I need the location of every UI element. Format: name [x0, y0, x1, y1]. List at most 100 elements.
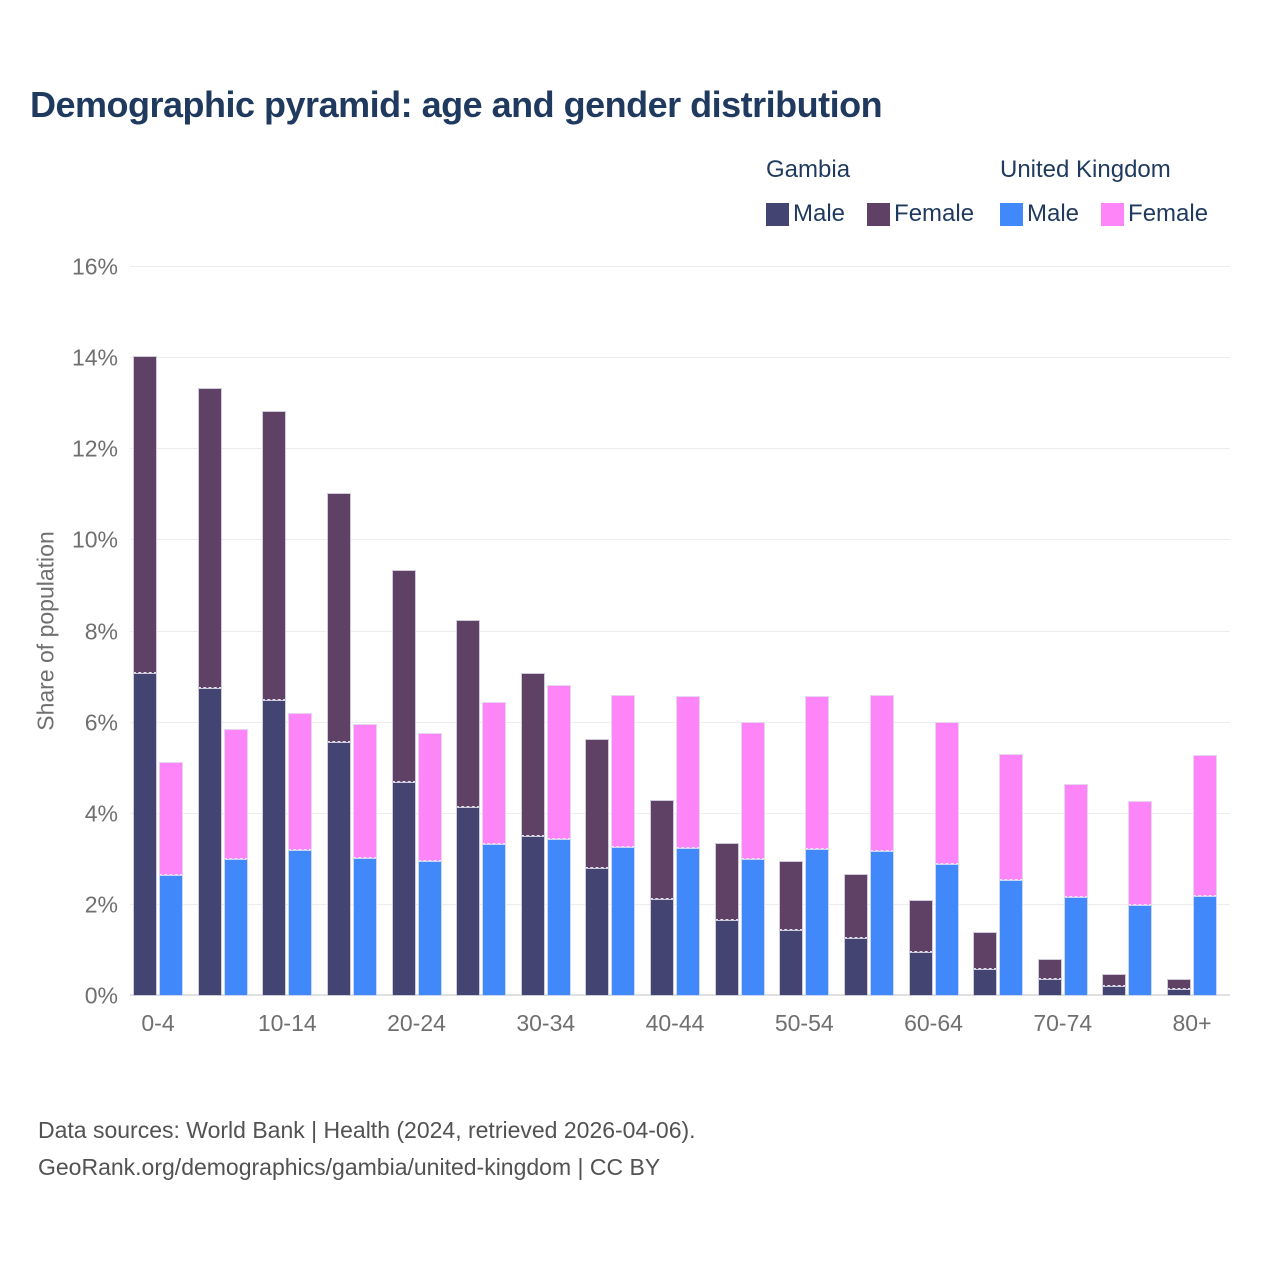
bar-segment-gambia-male-80+[interactable]: [1167, 988, 1191, 996]
page-title: Demographic pyramid: age and gender dist…: [30, 84, 883, 125]
bar-uk-15-19: [352, 724, 377, 996]
bar-segment-gambia-female-45-49[interactable]: [714, 843, 739, 921]
bar-segment-gambia-male-60-64[interactable]: [908, 951, 933, 996]
bar-segment-uk-female-25-29[interactable]: [482, 702, 507, 845]
bar-segment-gambia-female-50-54[interactable]: [779, 860, 804, 931]
bar-segment-gambia-male-5-9[interactable]: [197, 688, 222, 996]
bar-segment-gambia-male-0-4[interactable]: [133, 672, 157, 996]
legend-items: Male Female: [766, 200, 974, 228]
bar-gambia-75-79: [1102, 973, 1127, 996]
bar-segment-uk-male-50-54[interactable]: [805, 848, 830, 996]
bar-segment-uk-female-80+[interactable]: [1193, 754, 1217, 896]
bar-segment-gambia-male-50-54[interactable]: [779, 930, 804, 996]
bar-gambia-0-4: [133, 355, 157, 996]
bar-segment-uk-female-20-24[interactable]: [417, 733, 442, 861]
bar-uk-50-54: [805, 696, 830, 996]
bar-group-35-39: [585, 267, 636, 996]
bar-segment-uk-female-50-54[interactable]: [805, 696, 830, 849]
bar-segment-uk-female-35-39[interactable]: [611, 695, 636, 848]
legend-group-gambia: Gambia Male Female: [766, 156, 974, 228]
legend-item-gambia-male[interactable]: Male: [766, 200, 845, 228]
bar-segment-uk-male-15-19[interactable]: [352, 857, 377, 996]
bar-segment-uk-female-60-64[interactable]: [934, 721, 959, 864]
bar-gambia-60-64: [908, 900, 933, 996]
bar-segment-gambia-male-25-29[interactable]: [456, 806, 481, 996]
y-tick-label: 16%: [71, 253, 118, 280]
bar-gambia-50-54: [779, 860, 804, 996]
bar-segment-uk-female-30-34[interactable]: [546, 685, 571, 840]
footer-attribution: GeoRank.org/demographics/gambia/united-k…: [38, 1154, 661, 1180]
bar-segment-gambia-female-10-14[interactable]: [262, 410, 287, 700]
y-tick-label: 14%: [71, 344, 118, 371]
bar-segment-uk-male-40-44[interactable]: [676, 847, 700, 996]
bar-segment-gambia-female-60-64[interactable]: [908, 900, 933, 952]
bar-segment-uk-male-55-59[interactable]: [869, 851, 894, 996]
bar-gambia-35-39: [585, 739, 610, 996]
bar-segment-gambia-male-15-19[interactable]: [326, 741, 351, 996]
legend-item-uk-female[interactable]: Female: [1101, 200, 1208, 228]
bar-segment-gambia-male-30-34[interactable]: [520, 835, 545, 996]
bar-segment-gambia-male-10-14[interactable]: [262, 699, 287, 996]
bar-segment-gambia-male-35-39[interactable]: [585, 868, 610, 996]
bar-segment-uk-male-65-69[interactable]: [999, 880, 1024, 996]
bar-segment-gambia-male-20-24[interactable]: [391, 781, 416, 996]
bar-uk-80+: [1193, 754, 1217, 996]
bar-segment-gambia-male-40-44[interactable]: [650, 898, 674, 996]
gridline-10%: [130, 539, 1230, 541]
bar-group-30-34: 30-34: [516, 267, 575, 1036]
bar-segment-gambia-female-5-9[interactable]: [197, 387, 222, 689]
bar-segment-gambia-female-0-4[interactable]: [133, 355, 157, 673]
bar-segment-gambia-female-55-59[interactable]: [843, 874, 868, 939]
legend-label: Female: [1128, 200, 1209, 227]
bar-segment-uk-female-70-74[interactable]: [1063, 784, 1088, 897]
bar-segment-gambia-female-65-69[interactable]: [973, 932, 998, 969]
footer: Data sources: World Bank | Health (2024,…: [38, 1112, 696, 1186]
bar-group-65-69: [973, 267, 1024, 996]
bar-segment-uk-male-80+[interactable]: [1193, 895, 1217, 996]
y-tick-label: 10%: [71, 526, 118, 553]
bar-segment-uk-female-15-19[interactable]: [352, 724, 377, 858]
bar-segment-gambia-female-25-29[interactable]: [456, 619, 481, 807]
bar-segment-uk-male-25-29[interactable]: [482, 844, 507, 996]
bar-segment-uk-male-70-74[interactable]: [1063, 896, 1088, 996]
bar-group-40-44: 40-44: [646, 267, 704, 1036]
bar-segment-gambia-male-45-49[interactable]: [714, 920, 739, 996]
bar-segment-gambia-female-70-74[interactable]: [1037, 958, 1062, 980]
legend-item-uk-male[interactable]: Male: [1000, 200, 1079, 228]
bar-segment-uk-male-20-24[interactable]: [417, 860, 442, 996]
bar-segment-uk-male-10-14[interactable]: [288, 850, 313, 996]
bar-segment-uk-female-55-59[interactable]: [869, 695, 894, 852]
bar-segment-uk-male-35-39[interactable]: [611, 847, 636, 996]
bar-segment-uk-female-45-49[interactable]: [740, 721, 765, 860]
bar-segment-uk-male-5-9[interactable]: [223, 858, 248, 996]
bar-segment-gambia-female-20-24[interactable]: [391, 570, 416, 782]
bar-segment-gambia-female-40-44[interactable]: [650, 799, 674, 899]
legend-label: Male: [1027, 200, 1080, 227]
bar-segment-gambia-male-70-74[interactable]: [1037, 979, 1062, 996]
bar-segment-uk-female-65-69[interactable]: [999, 754, 1024, 881]
bar-segment-gambia-female-80+[interactable]: [1167, 979, 1191, 989]
bar-segment-uk-female-40-44[interactable]: [676, 696, 700, 848]
bar-gambia-70-74: [1037, 958, 1062, 996]
bar-segment-uk-female-5-9[interactable]: [223, 729, 248, 859]
bar-segment-gambia-male-55-59[interactable]: [843, 938, 868, 996]
bar-segment-uk-male-45-49[interactable]: [740, 859, 765, 996]
bar-segment-uk-male-0-4[interactable]: [159, 875, 183, 996]
bar-segment-gambia-female-35-39[interactable]: [585, 739, 610, 869]
bar-segment-gambia-male-75-79[interactable]: [1102, 985, 1127, 996]
bar-segment-gambia-female-15-19[interactable]: [326, 492, 351, 742]
bar-segment-uk-male-30-34[interactable]: [546, 839, 571, 996]
bar-segment-uk-female-75-79[interactable]: [1128, 801, 1153, 905]
bar-segment-uk-male-60-64[interactable]: [934, 863, 959, 996]
bar-gambia-40-44: [650, 799, 674, 996]
bar-segment-gambia-female-75-79[interactable]: [1102, 973, 1127, 986]
bar-segment-uk-male-75-79[interactable]: [1128, 904, 1153, 996]
bar-segment-uk-female-0-4[interactable]: [159, 761, 183, 876]
bar-segment-gambia-female-30-34[interactable]: [520, 672, 545, 836]
y-tick-label: 12%: [71, 435, 118, 462]
bar-segment-uk-female-10-14[interactable]: [288, 712, 313, 851]
legend-item-gambia-female[interactable]: Female: [867, 200, 974, 228]
bar-segment-gambia-male-65-69[interactable]: [973, 968, 998, 996]
bar-uk-25-29: [482, 702, 507, 996]
